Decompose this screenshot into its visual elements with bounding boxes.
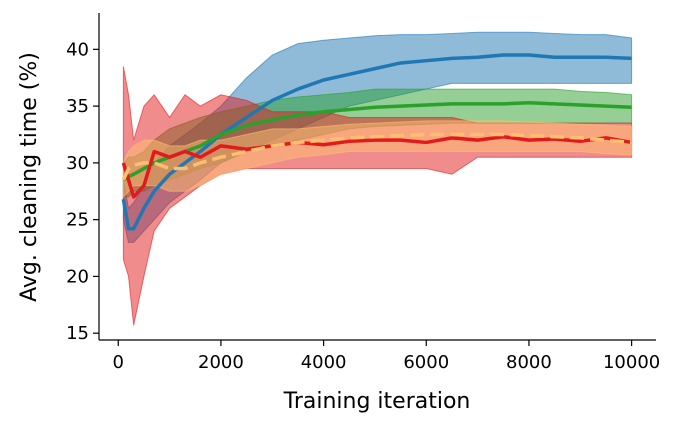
x-tick-label: 6000 — [403, 352, 449, 373]
x-tick-label: 4000 — [301, 352, 347, 373]
x-axis-label: Training iteration — [283, 389, 471, 414]
y-tick-label: 20 — [66, 266, 89, 287]
x-tick-label: 2000 — [198, 352, 244, 373]
y-tick-label: 35 — [66, 96, 89, 117]
line — [122, 100, 632, 182]
x-tick-label: 10000 — [603, 352, 660, 373]
y-axis-label: Avg. cleaning time (%) — [17, 52, 42, 302]
line — [121, 53, 632, 231]
band — [122, 120, 633, 199]
x-tick-label: 8000 — [506, 352, 552, 373]
y-tick-label: 40 — [66, 39, 89, 60]
y-tick-label: 25 — [66, 210, 89, 231]
y-tick-label: 30 — [66, 153, 89, 174]
line — [121, 132, 632, 181]
x-tick-label: 0 — [113, 352, 124, 373]
y-tick-label: 15 — [66, 323, 89, 344]
line — [121, 135, 632, 199]
